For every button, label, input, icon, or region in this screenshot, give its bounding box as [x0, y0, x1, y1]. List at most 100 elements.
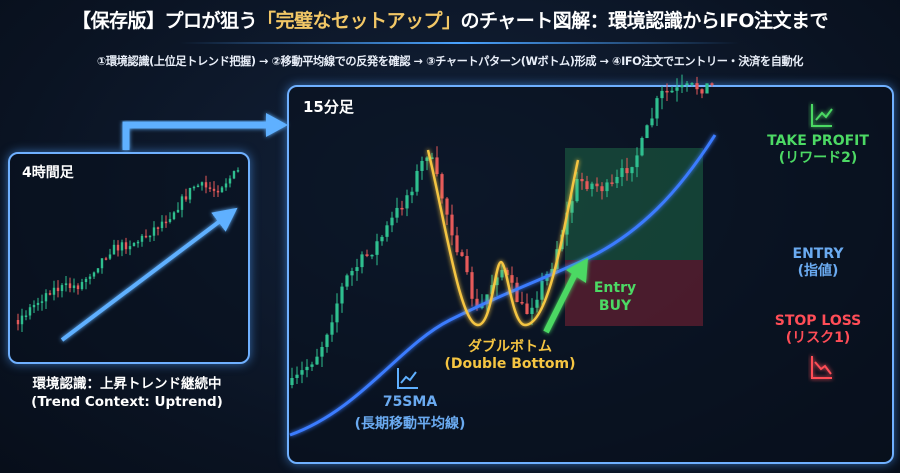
candle — [216, 190, 220, 193]
candle — [64, 283, 68, 286]
candle — [120, 242, 124, 251]
candle — [96, 268, 100, 273]
candle — [196, 185, 200, 188]
candle — [700, 89, 704, 94]
higher-timeframe-label: 4時間足 — [22, 165, 74, 181]
candle — [650, 118, 654, 126]
candle — [640, 138, 644, 156]
candle — [184, 196, 188, 200]
candle — [220, 187, 224, 193]
page-title: 【保存版】プロが狙う「完璧なセットアップ」のチャート図解：環境認識からIFO注文… — [0, 6, 900, 33]
candle — [360, 254, 364, 268]
arrow-right-head — [266, 113, 288, 137]
candle — [675, 87, 679, 91]
candle — [680, 85, 684, 88]
candle — [610, 182, 614, 184]
entry-sub: (指値) — [797, 263, 839, 279]
candle — [48, 293, 52, 295]
candle — [176, 209, 180, 213]
candle — [24, 315, 28, 318]
candle — [148, 235, 152, 238]
candle — [470, 272, 474, 299]
candle — [510, 275, 514, 283]
candle — [500, 269, 504, 278]
candle — [204, 182, 208, 188]
trend-context-caption-jp: 環境認識：上昇トレンド継続中 — [32, 376, 222, 392]
title-suffix: のチャート図解：環境認識からIFO注文まで — [460, 10, 829, 32]
candle — [695, 83, 699, 90]
candle — [410, 191, 414, 196]
candle — [455, 235, 459, 253]
candle — [68, 283, 72, 289]
candle — [232, 171, 236, 179]
candle — [180, 196, 184, 210]
candle — [36, 302, 40, 305]
candle — [580, 179, 584, 182]
candle — [405, 195, 409, 209]
candle — [76, 285, 80, 290]
candle — [385, 225, 389, 237]
candle — [310, 364, 314, 367]
entry-arrow-head — [566, 258, 588, 283]
candle — [136, 241, 140, 244]
chart-up-icon — [811, 104, 833, 127]
candle — [152, 227, 156, 236]
candle — [128, 246, 132, 250]
trend-context-caption-en: (Trend Context: Uptrend) — [31, 394, 223, 410]
candle — [370, 254, 374, 257]
entry-label: ENTRY (指値) — [743, 246, 893, 280]
candle — [315, 356, 319, 365]
candle — [132, 242, 136, 247]
candle — [690, 83, 694, 85]
candle — [705, 83, 709, 94]
candle — [212, 188, 216, 191]
candle — [535, 299, 539, 308]
candle — [160, 221, 164, 229]
candle — [124, 242, 128, 250]
candle — [100, 258, 104, 269]
candle — [325, 334, 329, 347]
title-divider — [180, 42, 740, 44]
candle — [172, 212, 176, 220]
candle — [445, 198, 449, 215]
candle — [565, 212, 569, 235]
candle — [685, 83, 689, 86]
candle — [320, 346, 324, 357]
candle — [224, 183, 228, 188]
stop-loss-title: STOP LOSS — [774, 313, 862, 329]
candle — [32, 304, 36, 308]
candle — [72, 285, 76, 289]
candle — [390, 217, 394, 226]
candle — [116, 244, 120, 251]
stop-loss-sub: (リスク1) — [785, 330, 851, 346]
candle — [295, 374, 299, 379]
candle — [375, 241, 379, 255]
candle — [290, 378, 294, 385]
sma-curve — [289, 134, 717, 437]
candle — [84, 278, 88, 283]
candle — [530, 307, 534, 315]
candle — [520, 301, 524, 304]
candle — [645, 125, 649, 139]
candle — [540, 280, 544, 300]
candle — [400, 207, 404, 210]
reward-zone — [565, 148, 703, 260]
candle — [450, 214, 454, 236]
candle — [144, 235, 148, 238]
candle — [350, 270, 354, 276]
sma-chart-icon — [397, 368, 418, 389]
candle — [88, 276, 92, 279]
candle — [345, 275, 349, 287]
candle — [335, 303, 339, 323]
candle — [228, 178, 232, 184]
candle — [104, 258, 108, 260]
candle — [620, 168, 624, 177]
candle — [525, 303, 529, 315]
candle — [630, 167, 634, 174]
candle — [40, 301, 44, 303]
chart-down-icon — [811, 356, 832, 379]
candle — [440, 174, 444, 199]
candle — [380, 236, 384, 242]
candle — [108, 254, 112, 259]
candle — [140, 235, 144, 242]
